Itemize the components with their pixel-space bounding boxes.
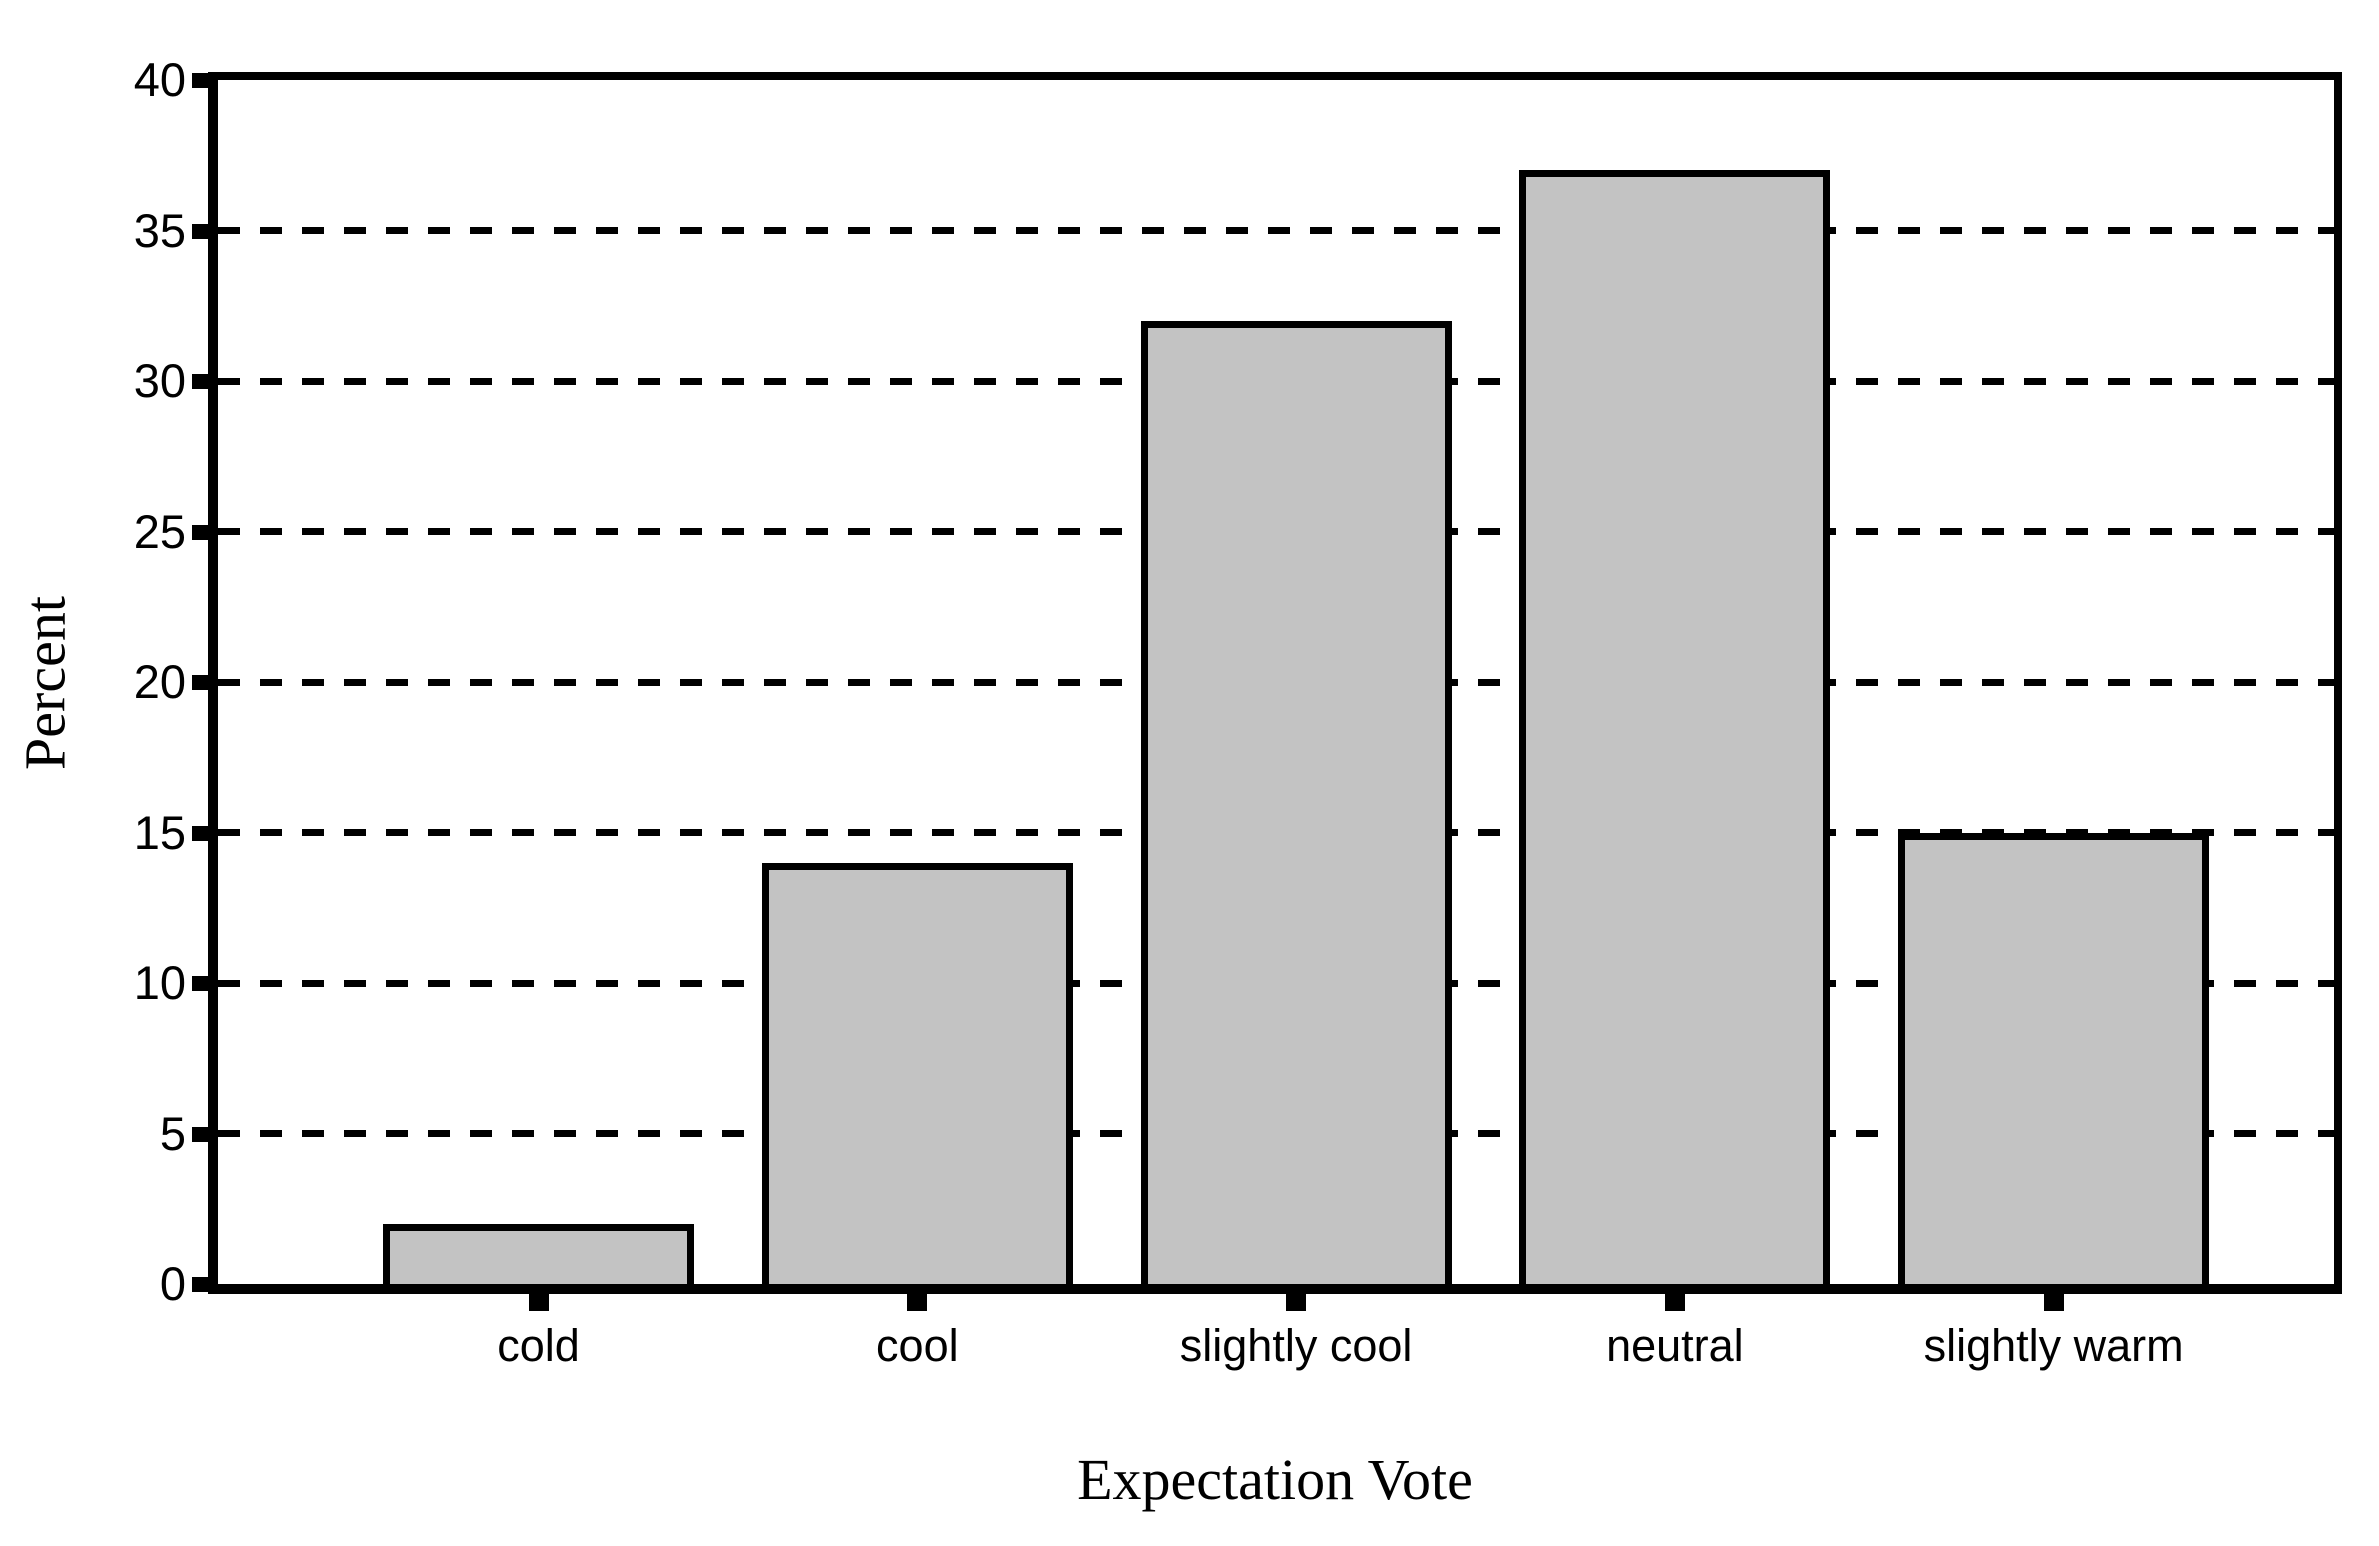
- x-tick-label-cold: cold: [497, 1320, 580, 1371]
- y-tick-label-5: 5: [159, 1106, 186, 1160]
- x-tick-slightly-warm: [2043, 1294, 2064, 1311]
- bar-neutral: [1519, 170, 1831, 1284]
- bar-slightly-warm: [1898, 832, 2210, 1284]
- x-tick-neutral: [1664, 1294, 1685, 1311]
- x-tick-slightly-cool: [1286, 1294, 1307, 1311]
- x-tick-label-slightly-cool: slightly cool: [1179, 1320, 1413, 1371]
- y-tick-label-40: 40: [133, 53, 186, 106]
- y-tick-25: [192, 524, 208, 540]
- y-tick-label-30: 30: [133, 354, 186, 407]
- bar-cold: [383, 1223, 695, 1284]
- y-tick-40: [192, 73, 208, 88]
- x-tick-cool: [907, 1294, 928, 1311]
- y-tick-label-25: 25: [133, 504, 186, 558]
- y-tick-35: [192, 223, 208, 239]
- y-tick-label-20: 20: [133, 655, 186, 708]
- bar-slightly-cool: [1140, 320, 1452, 1284]
- y-tick-label-10: 10: [133, 956, 186, 1009]
- x-tick-cold: [528, 1294, 549, 1311]
- x-tick-label-slightly-warm: slightly warm: [1923, 1320, 2184, 1371]
- y-tick-20: [192, 675, 208, 690]
- x-tick-label-neutral: neutral: [1606, 1320, 1744, 1371]
- y-tick-label-35: 35: [133, 203, 186, 257]
- y-tick-5: [192, 1126, 208, 1142]
- y-tick-label-15: 15: [133, 805, 186, 859]
- bar-cool: [761, 862, 1073, 1284]
- y-tick-0: [192, 1277, 208, 1292]
- y-tick-15: [192, 825, 208, 841]
- y-tick-label-0: 0: [159, 1257, 186, 1310]
- x-tick-label-cool: cool: [876, 1320, 959, 1371]
- y-tick-10: [192, 976, 208, 991]
- plot-area: [192, 72, 2342, 1311]
- gridline-35: [218, 227, 2334, 234]
- y-tick-30: [192, 374, 208, 389]
- x-axis-title: Expectation Vote: [1077, 1447, 1473, 1512]
